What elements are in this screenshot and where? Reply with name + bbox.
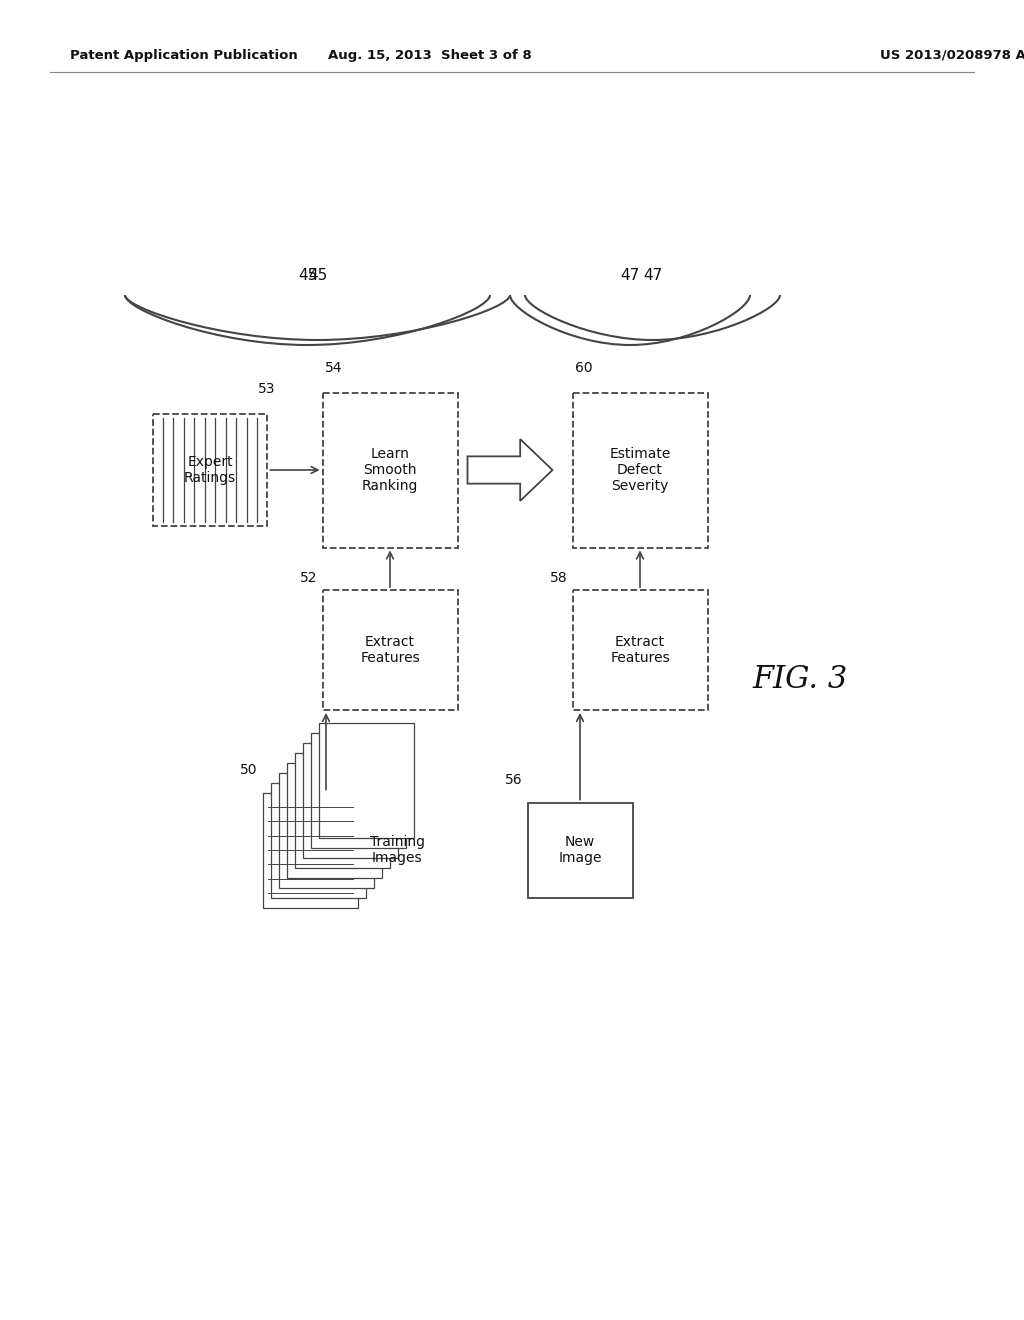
Bar xyxy=(270,783,366,898)
Bar xyxy=(262,792,357,908)
Bar xyxy=(302,742,397,858)
Text: 45: 45 xyxy=(298,268,317,282)
Text: 53: 53 xyxy=(258,383,275,396)
Text: Aug. 15, 2013  Sheet 3 of 8: Aug. 15, 2013 Sheet 3 of 8 xyxy=(328,49,531,62)
Text: 52: 52 xyxy=(300,572,317,585)
Bar xyxy=(279,772,374,887)
Bar xyxy=(310,733,406,847)
Text: Learn
Smooth
Ranking: Learn Smooth Ranking xyxy=(361,446,418,494)
Text: Extract
Features: Extract Features xyxy=(610,635,670,665)
Text: US 2013/0208978 A1: US 2013/0208978 A1 xyxy=(880,49,1024,62)
Bar xyxy=(572,590,708,710)
Text: 45: 45 xyxy=(308,268,327,282)
Text: 60: 60 xyxy=(574,360,592,375)
Text: Estimate
Defect
Severity: Estimate Defect Severity xyxy=(609,446,671,494)
Text: 58: 58 xyxy=(550,572,567,585)
Bar xyxy=(287,763,382,878)
Bar xyxy=(323,392,458,548)
Text: 56: 56 xyxy=(505,774,522,788)
Bar xyxy=(153,414,267,525)
Text: Extract
Features: Extract Features xyxy=(360,635,420,665)
Bar xyxy=(527,803,633,898)
Text: 50: 50 xyxy=(240,763,257,777)
Bar xyxy=(323,590,458,710)
Text: Training
Images: Training Images xyxy=(370,836,425,865)
Bar xyxy=(318,722,414,837)
Text: New
Image: New Image xyxy=(558,836,602,865)
Text: 47: 47 xyxy=(621,268,640,282)
Text: 54: 54 xyxy=(325,360,342,375)
Bar xyxy=(572,392,708,548)
Polygon shape xyxy=(468,440,553,500)
Text: FIG. 3: FIG. 3 xyxy=(753,664,848,696)
Text: Patent Application Publication: Patent Application Publication xyxy=(70,49,298,62)
Text: Expert
Ratings: Expert Ratings xyxy=(184,455,237,486)
Text: 47: 47 xyxy=(643,268,663,282)
Bar xyxy=(295,752,389,867)
